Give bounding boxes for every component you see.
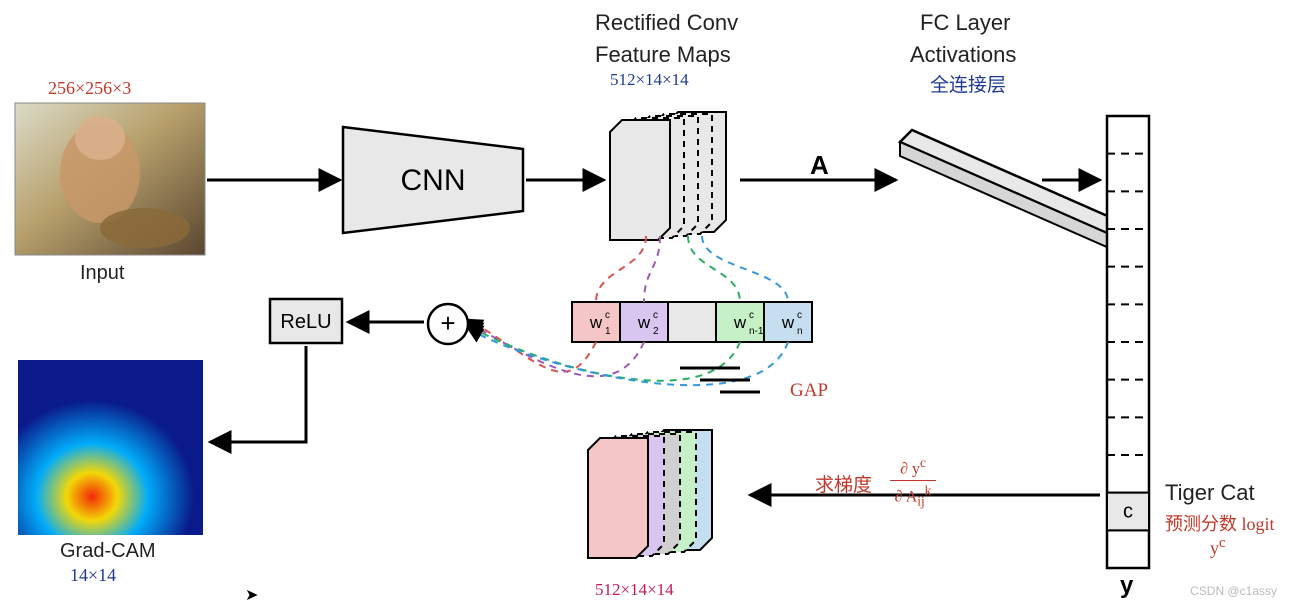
anno-fm-dim: 512×14×14: [610, 70, 689, 90]
label-tiger: Tiger Cat: [1165, 480, 1255, 506]
svg-text:w: w: [637, 313, 651, 332]
svg-text:c: c: [749, 310, 754, 321]
label-gradcam: Grad-CAM: [60, 540, 156, 563]
svg-text:n-1: n-1: [749, 326, 764, 337]
anno-pred: 预测分数 logit: [1165, 510, 1275, 536]
svg-text:CNN: CNN: [401, 164, 466, 197]
anno-gap: GAP: [790, 380, 828, 402]
label-y: y: [1120, 572, 1133, 600]
label-act: Activations: [910, 42, 1016, 68]
svg-text:ReLU: ReLU: [280, 311, 331, 333]
cursor-icon: ➤: [245, 585, 258, 605]
svg-text:c: c: [653, 310, 658, 321]
label-input: Input: [80, 262, 124, 285]
fc-layer: [900, 130, 1137, 241]
svg-text:w: w: [589, 313, 603, 332]
label-A: A: [810, 150, 829, 181]
svg-text:c: c: [605, 310, 610, 321]
label-rect-conv: Rectified Conv: [595, 10, 738, 36]
svg-text:c: c: [797, 310, 802, 321]
svg-text:n: n: [797, 326, 803, 337]
anno-fc-cn: 全连接层: [930, 70, 1006, 97]
anno-grad-frac: ∂ yc ∂ Aijk: [890, 455, 936, 510]
svg-text:+: +: [440, 308, 455, 338]
watermark: CSDN @c1assy: [1190, 584, 1277, 598]
anno-yc: yc: [1210, 535, 1226, 559]
anno-gradcam-dim: 14×14: [70, 565, 116, 586]
svg-text:c: c: [1123, 501, 1133, 523]
svg-text:1: 1: [605, 326, 611, 337]
anno-bottom-dim: 512×14×14: [595, 580, 674, 600]
label-feat-maps: Feature Maps: [595, 42, 731, 68]
anno-grad: 求梯度: [815, 470, 872, 497]
svg-text:2: 2: [653, 326, 659, 337]
weight-cell: [668, 302, 716, 342]
svg-text:w: w: [781, 313, 795, 332]
anno-input-dim: 256×256×3: [48, 78, 131, 99]
svg-text:w: w: [733, 313, 747, 332]
label-fc: FC Layer: [920, 10, 1010, 36]
